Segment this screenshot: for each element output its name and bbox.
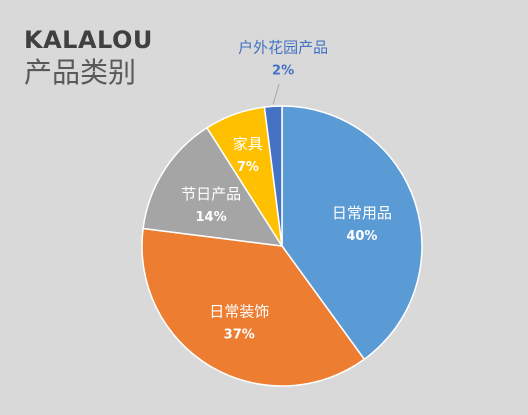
slice-label-3: 家具 xyxy=(233,135,263,153)
slice-label-1: 日常装饰 xyxy=(209,302,269,320)
pie-slice-4 xyxy=(263,105,283,247)
chart-subtitle: 产品类别 xyxy=(24,56,137,89)
pie-slice-0 xyxy=(281,105,423,361)
slice-value-1: 37% xyxy=(224,327,255,342)
title-block: KALALOU 产品类别 xyxy=(24,26,153,90)
slice-value-4: 2% xyxy=(272,63,294,78)
slice-label-2: 节日产品 xyxy=(181,185,241,203)
leader-line-4 xyxy=(272,84,280,105)
slice-value-3: 7% xyxy=(237,160,259,175)
pie-slice-2 xyxy=(142,126,284,247)
slice-value-0: 40% xyxy=(346,229,377,244)
slice-value-2: 14% xyxy=(196,210,227,225)
slice-label-4: 户外花园产品 xyxy=(238,38,328,56)
slice-label-0: 日常用品 xyxy=(332,204,392,222)
chart-title: KALALOU xyxy=(24,26,153,54)
pie-slice-1 xyxy=(141,227,366,387)
